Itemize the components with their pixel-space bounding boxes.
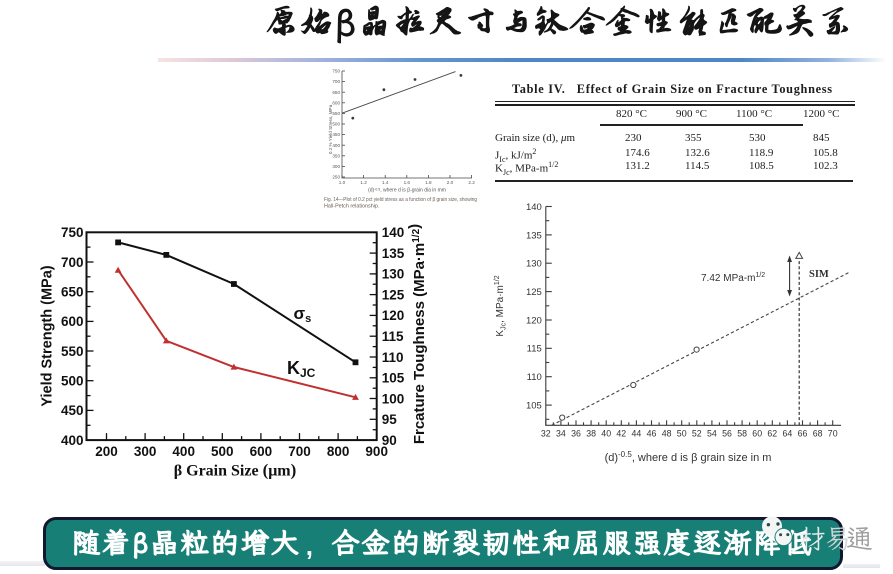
svg-text:900: 900 (365, 444, 388, 459)
svg-text:Frcature Toughness (MPa·m1/2): Frcature Toughness (MPa·m1/2) (406, 224, 428, 444)
svg-text:105: 105 (526, 401, 542, 412)
svg-text:90: 90 (382, 433, 397, 448)
svg-text:KJC: KJC (287, 358, 316, 380)
svg-text:(d)-0.5, where d is β-grain di: (d)-0.5, where d is β-grain dia in mm (368, 187, 446, 193)
svg-text:38: 38 (586, 428, 596, 438)
svg-text:,: , (306, 531, 313, 561)
svg-text:52: 52 (692, 428, 702, 438)
svg-text:750: 750 (332, 69, 340, 74)
svg-text:70: 70 (828, 428, 838, 438)
svg-text:1.6: 1.6 (404, 180, 411, 185)
svg-text:450: 450 (332, 132, 340, 137)
svg-text:44: 44 (632, 428, 642, 438)
svg-text:750: 750 (61, 225, 84, 240)
svg-text:42: 42 (616, 428, 626, 438)
svg-text:KJc, MPa·m1/2: KJc, MPa·m1/2 (494, 275, 508, 336)
svg-text:100: 100 (382, 391, 405, 406)
svg-text:50: 50 (677, 428, 687, 438)
svg-text:800: 800 (327, 444, 350, 459)
svg-text:36: 36 (571, 428, 581, 438)
svg-text:58: 58 (737, 428, 747, 438)
svg-text:115: 115 (527, 344, 542, 355)
svg-text:64: 64 (783, 428, 793, 438)
svg-text:200: 200 (95, 444, 118, 459)
svg-text:68: 68 (813, 428, 823, 438)
svg-text:66: 66 (798, 428, 808, 438)
svg-text:130: 130 (382, 267, 405, 282)
svg-text:300: 300 (134, 444, 157, 459)
svg-text:32: 32 (541, 428, 551, 438)
svg-text:120: 120 (526, 315, 542, 326)
svg-text:110: 110 (382, 350, 404, 365)
svg-text:1.4: 1.4 (382, 180, 389, 185)
svg-text:300: 300 (332, 164, 340, 169)
svg-text:130: 130 (526, 259, 542, 270)
svg-text:550: 550 (61, 344, 84, 359)
svg-text:135: 135 (382, 246, 405, 261)
svg-text:115: 115 (382, 329, 404, 344)
svg-text:62: 62 (767, 428, 777, 438)
svg-text:700: 700 (61, 255, 84, 270)
svg-text:7.42 MPa-m1/2: 7.42 MPa-m1/2 (701, 272, 765, 284)
svg-text:0.2 % Yield Stress, MPa: 0.2 % Yield Stress, MPa (328, 104, 333, 154)
svg-text:500: 500 (332, 122, 340, 127)
svg-text:135: 135 (526, 230, 542, 241)
svg-text:54: 54 (707, 428, 717, 438)
svg-text:500: 500 (211, 444, 234, 459)
svg-text:48: 48 (662, 428, 672, 438)
svg-text:600: 600 (61, 314, 84, 329)
svg-text:105: 105 (382, 371, 405, 386)
svg-text:450: 450 (61, 403, 84, 418)
svg-text:650: 650 (332, 90, 340, 95)
svg-text:1.0: 1.0 (339, 180, 346, 185)
svg-text:(d)-0.5, where d is β grain si: (d)-0.5, where d is β grain size in m (605, 450, 772, 464)
svg-text:95: 95 (382, 412, 398, 427)
svg-text:46: 46 (647, 428, 657, 438)
svg-text:2.2: 2.2 (468, 180, 475, 185)
svg-text:550: 550 (332, 111, 340, 116)
svg-text:400: 400 (172, 444, 195, 459)
svg-text:1.2: 1.2 (360, 180, 367, 185)
svg-text:Hall-Petch relationship.: Hall-Petch relationship. (324, 204, 379, 210)
svg-text:140: 140 (526, 202, 542, 213)
svg-text:σs: σs (294, 304, 312, 325)
svg-text:120: 120 (382, 308, 405, 323)
svg-text:2.0: 2.0 (447, 180, 454, 185)
svg-text:1.8: 1.8 (425, 180, 432, 185)
svg-text:650: 650 (61, 285, 84, 300)
svg-text:140: 140 (382, 225, 405, 240)
svg-text:Yield Strength (MPa): Yield Strength (MPa) (40, 265, 56, 406)
svg-text:500: 500 (61, 374, 84, 389)
svg-text:400: 400 (332, 143, 340, 148)
svg-text:34: 34 (556, 428, 566, 438)
svg-text:700: 700 (288, 444, 311, 459)
svg-text:700: 700 (332, 79, 340, 84)
svg-text:β Grain Size (μm): β Grain Size (μm) (174, 461, 297, 480)
svg-text:Fig. 14—Plot of 0.2 pct yield: Fig. 14—Plot of 0.2 pct yield stress as … (324, 197, 477, 203)
svg-text:125: 125 (382, 287, 405, 302)
svg-text:250: 250 (332, 175, 340, 180)
svg-text:350: 350 (332, 153, 340, 158)
svg-text:56: 56 (722, 428, 732, 438)
svg-text:SIM: SIM (809, 269, 829, 280)
svg-text:40: 40 (601, 428, 611, 438)
svg-text:60: 60 (752, 428, 762, 438)
svg-text:110: 110 (527, 372, 542, 383)
svg-text:600: 600 (250, 444, 273, 459)
svg-text:400: 400 (61, 433, 84, 448)
svg-text:125: 125 (526, 287, 542, 298)
svg-text:600: 600 (332, 100, 340, 105)
